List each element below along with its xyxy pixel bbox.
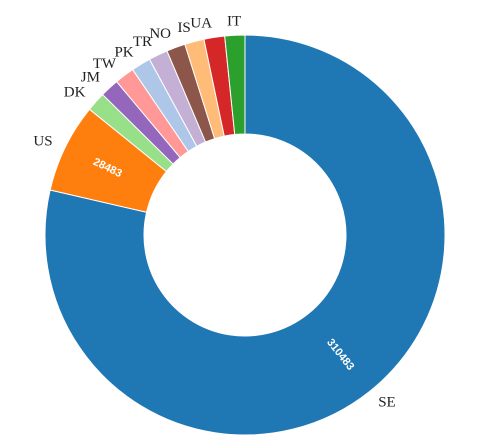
category-label-us: US — [33, 133, 52, 149]
category-label-ua: UA — [190, 16, 212, 32]
slice-it[interactable] — [224, 34, 246, 136]
category-label-jm: JM — [81, 70, 100, 86]
category-label-dk: DK — [64, 84, 86, 100]
slices-group — [44, 34, 446, 436]
category-label-se: SE — [378, 394, 396, 410]
category-label-tw: TW — [93, 56, 117, 72]
category-label-no: NO — [149, 26, 171, 42]
slice-se[interactable] — [44, 34, 446, 436]
category-label-pk: PK — [114, 44, 133, 60]
category-label-is: IS — [177, 20, 190, 36]
category-label-tr: TR — [133, 34, 152, 50]
category-label-it: IT — [227, 13, 241, 29]
